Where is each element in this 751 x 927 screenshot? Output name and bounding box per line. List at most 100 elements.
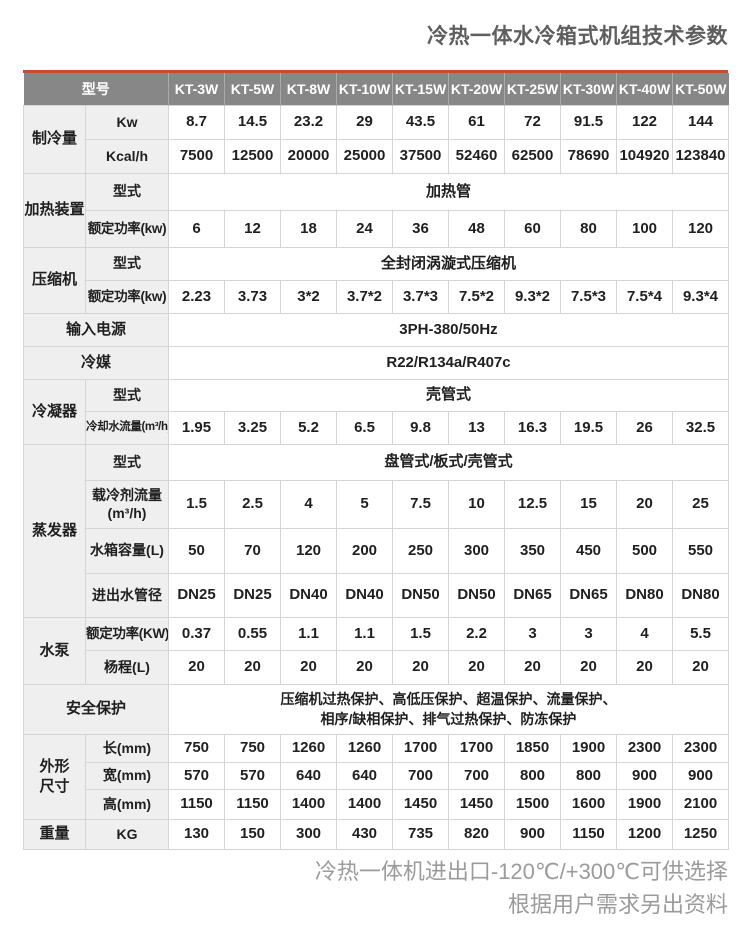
table-cell: 29: [336, 104, 393, 140]
label-refrigerant: 冷媒: [23, 345, 169, 380]
label-heater: 加热装置: [23, 172, 86, 248]
table-cell: 60: [504, 209, 561, 248]
table-cell: DN80: [616, 572, 673, 618]
table-cell: 1.1: [336, 616, 393, 651]
table-cell: 20: [448, 649, 505, 685]
table-cell: 1400: [336, 788, 393, 820]
table-cell: 550: [672, 527, 729, 574]
label-coolant-flow: 载冷剂流量 (m³/h): [85, 479, 169, 529]
table-cell: 800: [560, 761, 617, 790]
table-cell: 48: [448, 209, 505, 248]
row-compressor-type: 压缩机 型式 全封闭涡漩式压缩机: [23, 246, 729, 314]
table-cell: 3.7*2: [336, 279, 393, 314]
table-cell: 3.7*3: [392, 279, 449, 314]
label-cooling-water-flow: 冷却水流量(m³/h): [85, 410, 169, 445]
table-cell: 700: [392, 761, 449, 790]
table-cell: 9.3*4: [672, 279, 729, 314]
table-cell: 20: [560, 649, 617, 685]
table-cell: 61: [448, 104, 505, 140]
table-cell: 1900: [616, 788, 673, 820]
table-cell: 62500: [504, 138, 561, 174]
label-pump-head: 杨程(L): [85, 649, 169, 685]
label-condenser: 冷凝器: [23, 378, 86, 445]
header-row: 型号 KT-3W KT-5W KT-8W KT-10W KT-15W KT-20W KT-25…: [23, 73, 729, 105]
value-heater-type: 加热管: [168, 172, 729, 211]
table-cell: 150: [224, 818, 281, 850]
table-cell: 70: [224, 527, 281, 574]
table-cell: 43.5: [392, 104, 449, 140]
table-cell: DN65: [560, 572, 617, 618]
table-cell: 50: [168, 527, 225, 574]
row-heater-power: 额定功率(kw) 6 12 18 24 36 48 60 80 100 120: [24, 209, 729, 248]
table-cell: 5: [336, 479, 393, 529]
table-cell: 250: [392, 527, 449, 574]
value-input-power: 3PH-380/50Hz: [168, 312, 729, 347]
label-pump: 水泵: [23, 616, 86, 685]
table-cell: 16.3: [504, 410, 561, 445]
table-cell: 37500: [392, 138, 449, 174]
label-tank-capacity: 水箱容量(L): [85, 527, 169, 574]
table-cell: 91.5: [560, 104, 617, 140]
label-height: 高(mm): [85, 788, 169, 820]
col-header-kt-40w: KT-40W: [616, 73, 673, 105]
table-cell: 25: [672, 479, 729, 529]
table-cell: 300: [448, 527, 505, 574]
table-cell: 300: [280, 818, 337, 850]
table-cell: DN50: [448, 572, 505, 618]
table-cell: 570: [168, 761, 225, 790]
table-cell: 7500: [168, 138, 225, 174]
table-cell: 36: [392, 209, 449, 248]
value-safety-protections: 压缩机过热保护、高低压保护、超温保护、流量保护、 相序/缺相保护、排气过热保护、…: [168, 683, 729, 735]
row-tank-capacity: 水箱容量(L) 50 70 120 200 250 300 350 450 500 550: [24, 527, 729, 574]
table-cell: 3: [560, 616, 617, 651]
table-cell: 3: [504, 616, 561, 651]
table-cell: 1700: [448, 733, 505, 763]
row-dim-height: 高(mm) 1150 1150 1400 1400 1450 1450 1500 1600 190…: [24, 788, 729, 820]
table-cell: 144: [672, 104, 729, 140]
label-width: 宽(mm): [85, 761, 169, 790]
table-cell: 1600: [560, 788, 617, 820]
table-cell: 20: [336, 649, 393, 685]
footer-line-1: 冷热一体机进出口-120℃/+300℃可供选择: [314, 858, 728, 884]
table-cell: 640: [336, 761, 393, 790]
table-cell: 1200: [616, 818, 673, 850]
table-cell: 3.73: [224, 279, 281, 314]
table-cell: 0.55: [224, 616, 281, 651]
table-cell: 130: [168, 818, 225, 850]
table-cell: 9.3*2: [504, 279, 561, 314]
table-cell: 750: [168, 733, 225, 763]
table-cell: 1450: [448, 788, 505, 820]
label-dimensions: 外形 尺寸: [23, 733, 86, 820]
table-cell: 1700: [392, 733, 449, 763]
table-cell: 640: [280, 761, 337, 790]
value-compressor-type: 全封闭涡漩式压缩机: [168, 246, 729, 281]
spec-table-head: 型号 KT-3W KT-5W KT-8W KT-10W KT-15W KT-20W KT-25…: [23, 73, 729, 105]
table-cell: 78690: [560, 138, 617, 174]
label-input-power: 输入电源: [23, 312, 169, 347]
table-cell: 13: [448, 410, 505, 445]
table-cell: 72: [504, 104, 561, 140]
table-cell: 20: [224, 649, 281, 685]
table-cell: 1260: [336, 733, 393, 763]
row-pump-power: 水泵 额定功率(KW) 0.37 0.55 1.1 1.1 1.5 2.2 3 3 4 5.5: [23, 616, 729, 685]
row-condenser-flow: 冷却水流量(m³/h) 1.95 3.25 5.2 6.5 9.8 13 16.3 19.5 26…: [24, 410, 729, 445]
col-header-kt-3w: KT-3W: [168, 73, 225, 105]
table-cell: 2.5: [224, 479, 281, 529]
table-cell: 15: [560, 479, 617, 529]
label-type: 型式: [85, 246, 169, 281]
table-cell: 20: [168, 649, 225, 685]
row-heater-type: 加热装置 型式 加热管: [23, 172, 729, 248]
label-kg: KG: [85, 818, 169, 850]
table-cell: 430: [336, 818, 393, 850]
table-cell: 1150: [168, 788, 225, 820]
label-type: 型式: [85, 443, 169, 481]
col-header-kt-30w: KT-30W: [560, 73, 617, 105]
table-cell: 1900: [560, 733, 617, 763]
table-cell: 20: [280, 649, 337, 685]
spec-table-body: 制冷量 Kw 8.7 14.5 23.2 29 43.5 61 72 91.5 122 144 Kcal…: [23, 104, 729, 850]
table-cell: 900: [672, 761, 729, 790]
row-dim-length: 外形 尺寸 长(mm) 750 750 1260 1260 1700 1700 1850 1900…: [23, 733, 729, 820]
row-refrigerant: 冷媒 R22/R134a/R407c: [23, 345, 729, 380]
label-type: 型式: [85, 378, 169, 412]
row-weight: 重量 KG 130 150 300 430 735 820 900 1150 1200 1250: [23, 818, 729, 850]
